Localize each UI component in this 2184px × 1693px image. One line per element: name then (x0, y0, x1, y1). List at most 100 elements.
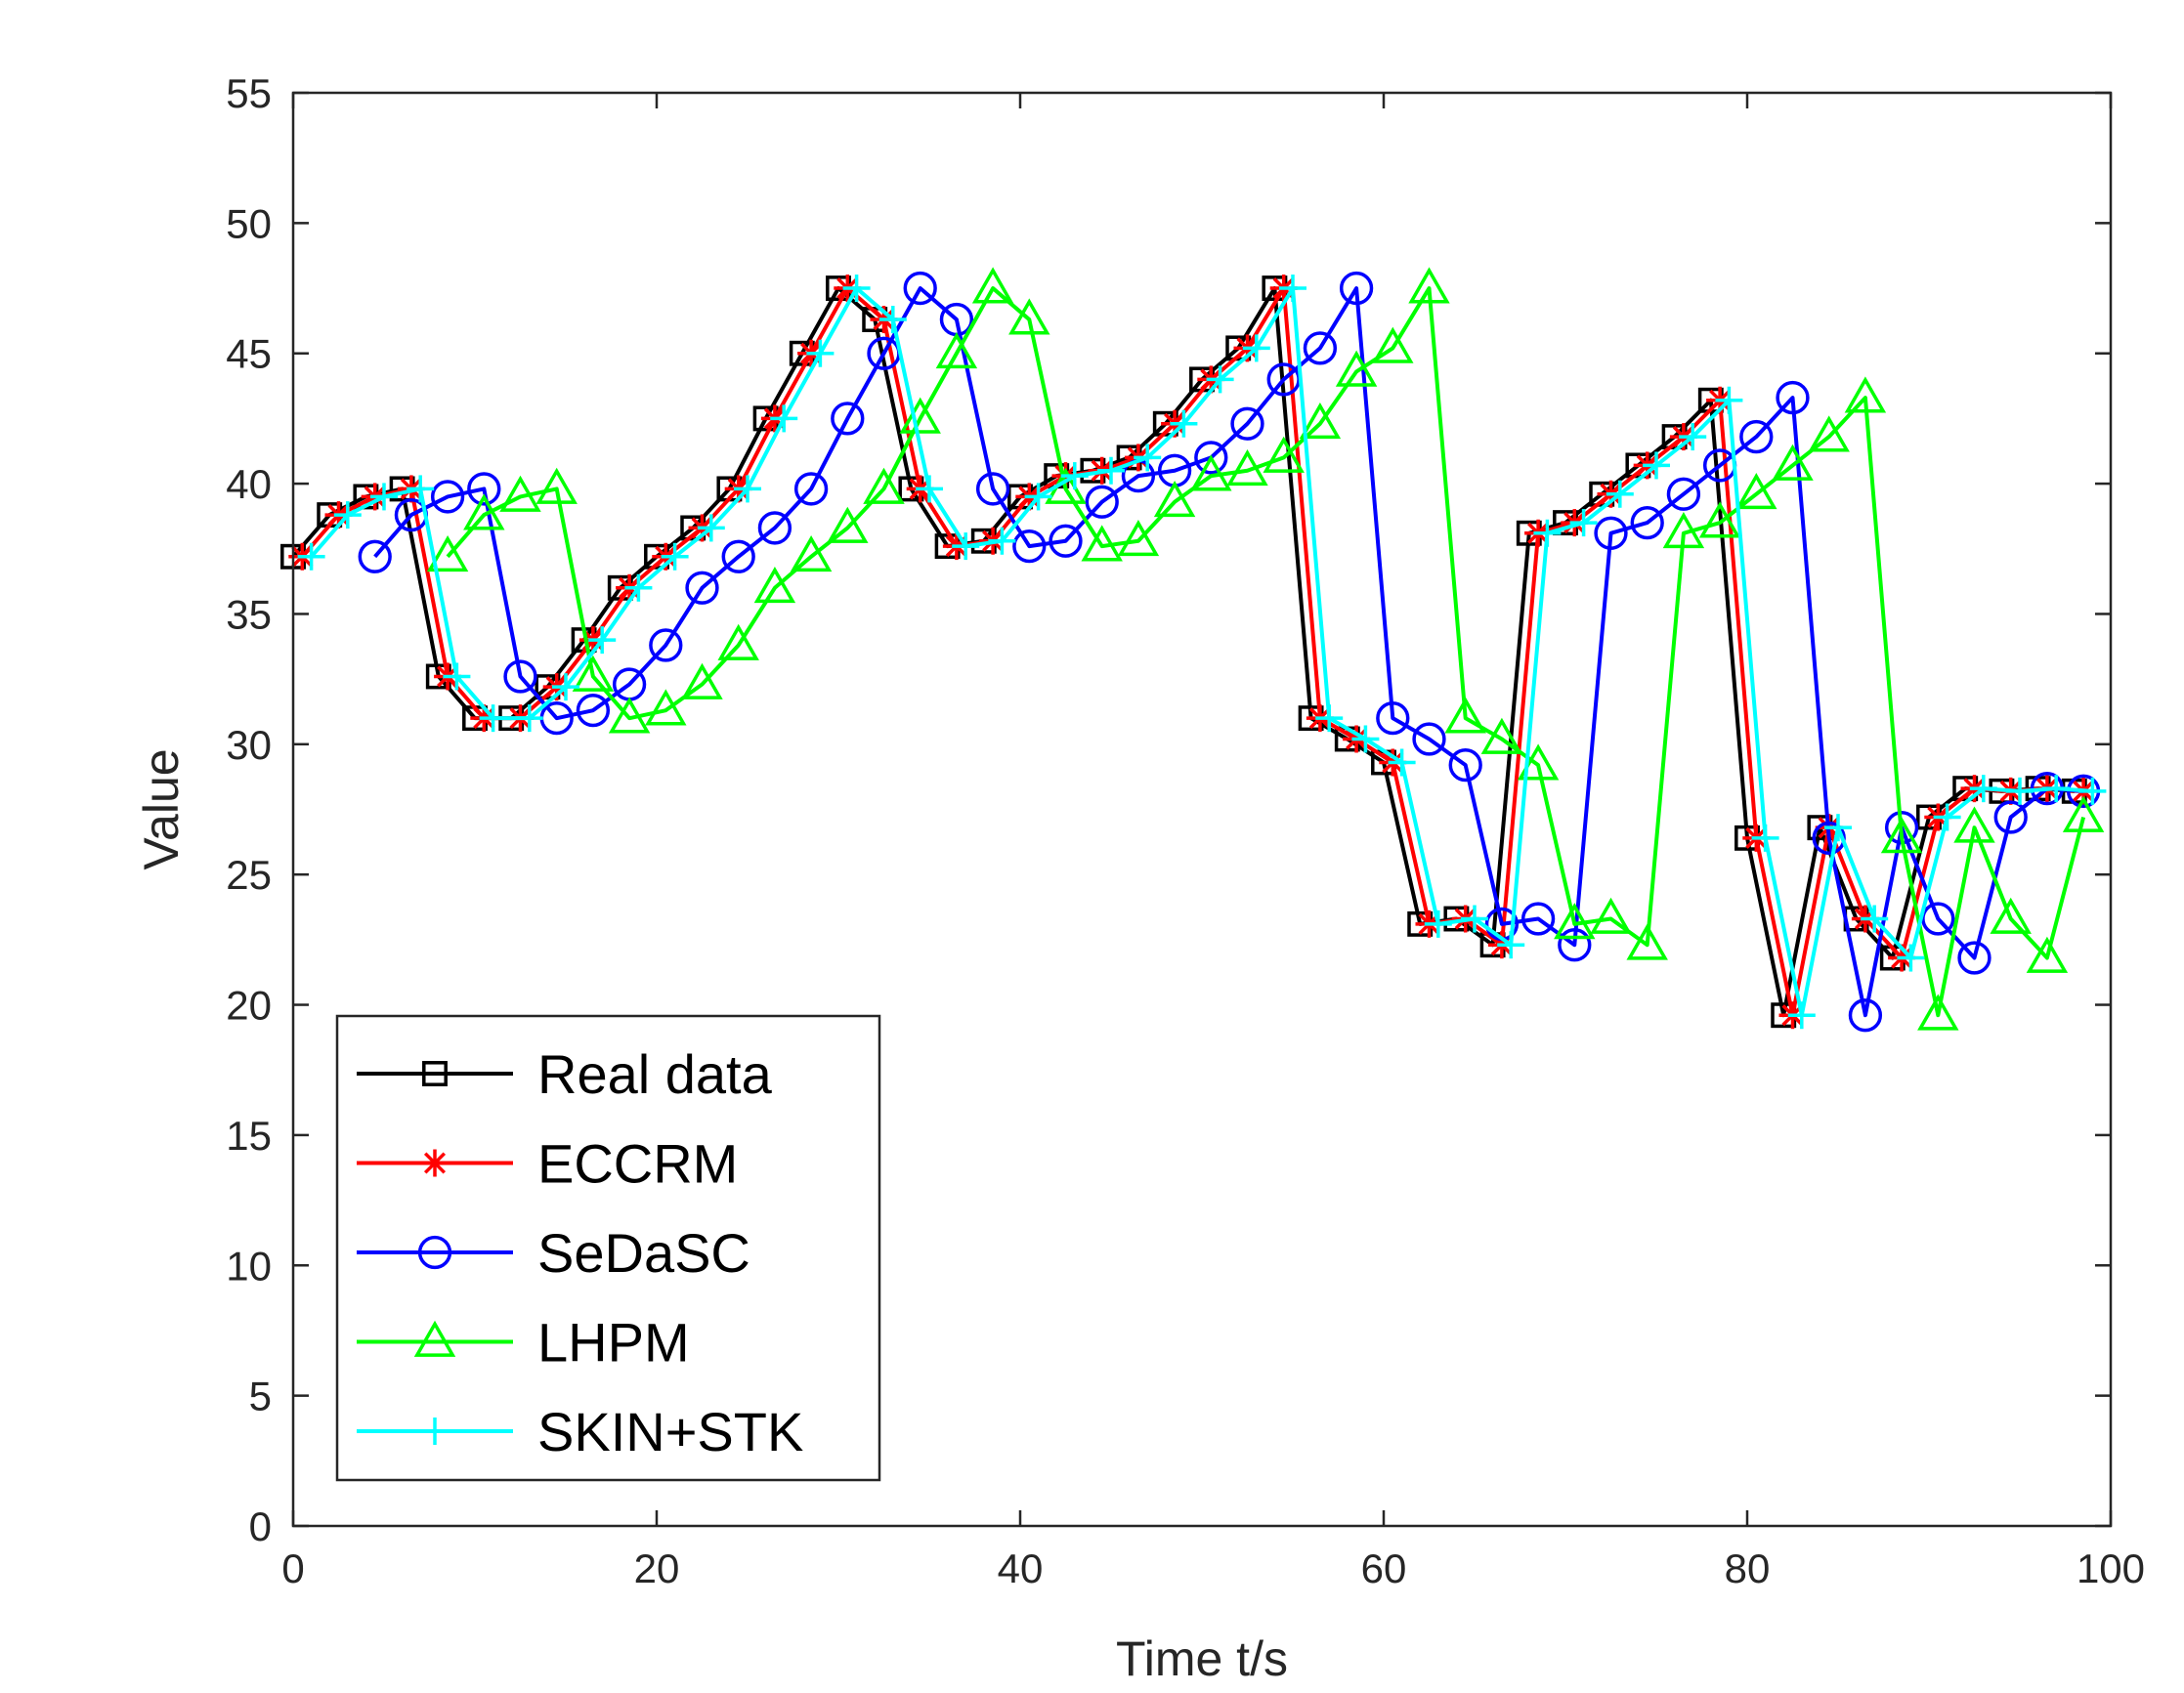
data-point (1990, 897, 2032, 934)
data-point (827, 506, 869, 543)
data-point (1921, 902, 1955, 936)
circle-marker (1230, 406, 1264, 441)
circle-marker (649, 628, 683, 662)
y-tick-label: 30 (226, 722, 272, 768)
data-point (734, 475, 761, 503)
data-point (681, 662, 723, 699)
data-point (1444, 697, 1486, 734)
data-point (407, 475, 435, 503)
y-axis-label: Value (134, 748, 189, 869)
data-point (1242, 334, 1270, 362)
legend-box (335, 1014, 881, 1482)
legend: Real data ECCRM SeDaSC LHPM SKIN+STK (335, 1014, 881, 1482)
legend-label: Real data (537, 1043, 773, 1105)
data-point (1024, 483, 1052, 511)
data-point (952, 532, 980, 561)
series-skin-stk (297, 275, 2107, 1030)
data-point (1933, 803, 1961, 831)
triangle-marker (1372, 326, 1414, 363)
data-point (1772, 444, 1814, 481)
data-point (1844, 376, 1887, 413)
data-point (842, 275, 871, 303)
triangle-marker (1117, 520, 1160, 557)
data-point (685, 571, 719, 605)
data-point (1060, 462, 1089, 490)
data-point (1194, 441, 1228, 475)
triangle-marker (1990, 897, 2032, 934)
data-point (503, 659, 537, 694)
data-point (2042, 775, 2071, 803)
circle-marker (685, 571, 719, 605)
circle-marker (721, 539, 755, 573)
data-point (297, 542, 325, 571)
data-point (413, 1320, 456, 1357)
data-point (552, 673, 579, 701)
data-point (1517, 743, 1560, 781)
circle-marker (430, 480, 465, 514)
data-point (1303, 331, 1338, 365)
circle-marker (1957, 941, 1991, 975)
circle-marker (576, 693, 611, 728)
triangle-marker (790, 535, 833, 572)
data-point (721, 539, 755, 573)
data-point (1315, 704, 1344, 733)
data-point (916, 475, 943, 503)
data-point (1134, 444, 1162, 472)
x-tick-label: 80 (1725, 1545, 1771, 1591)
data-point (1739, 419, 1774, 454)
data-point (535, 467, 578, 504)
data-point (1953, 806, 1995, 843)
triangle-marker (1917, 994, 1959, 1031)
triangle-marker (1880, 817, 1923, 854)
triangle-marker (1299, 402, 1342, 440)
data-point (661, 542, 689, 571)
legend-item: Real data (357, 1043, 773, 1105)
data-point (1594, 516, 1628, 550)
data-point (1626, 923, 1668, 960)
data-point (422, 1061, 448, 1086)
data-point (1497, 931, 1525, 959)
triangle-marker (413, 1320, 456, 1357)
data-point (1206, 365, 1234, 394)
legend-item: SeDaSC (357, 1222, 750, 1284)
circle-marker (1339, 271, 1374, 306)
legend-item: SKIN+STK (357, 1401, 803, 1462)
data-point (697, 514, 725, 542)
triangle-marker (1335, 350, 1378, 387)
triangle-marker (2026, 936, 2069, 973)
data-point (831, 402, 865, 436)
data-point (717, 623, 759, 660)
data-point (1085, 485, 1119, 519)
data-point (1751, 824, 1779, 852)
data-point (1012, 529, 1047, 564)
data-point (2006, 777, 2034, 805)
triangle-marker (1517, 743, 1560, 781)
data-point (1662, 512, 1705, 549)
circle-marker (1921, 902, 1955, 936)
data-point (1335, 350, 1378, 387)
data-point (1735, 473, 1777, 510)
data-point (1097, 456, 1125, 485)
data-point (1590, 897, 1632, 934)
data-point (971, 267, 1014, 304)
data-point (1969, 775, 1997, 803)
data-point (1917, 994, 1959, 1031)
data-point (988, 527, 1016, 555)
y-tick-label: 45 (226, 331, 272, 377)
data-point (1957, 941, 1991, 975)
data-point (863, 467, 905, 504)
triangle-marker (935, 332, 978, 369)
circle-marker (1303, 331, 1338, 365)
data-point (1824, 814, 1852, 842)
data-point (806, 339, 835, 367)
circle-marker (1594, 516, 1628, 550)
data-point (1049, 524, 1083, 558)
data-point (572, 655, 615, 692)
circle-marker (503, 659, 537, 694)
legend-label: SeDaSC (537, 1222, 750, 1284)
data-point (903, 271, 937, 306)
circle-marker (1520, 902, 1556, 936)
data-point (624, 573, 653, 602)
